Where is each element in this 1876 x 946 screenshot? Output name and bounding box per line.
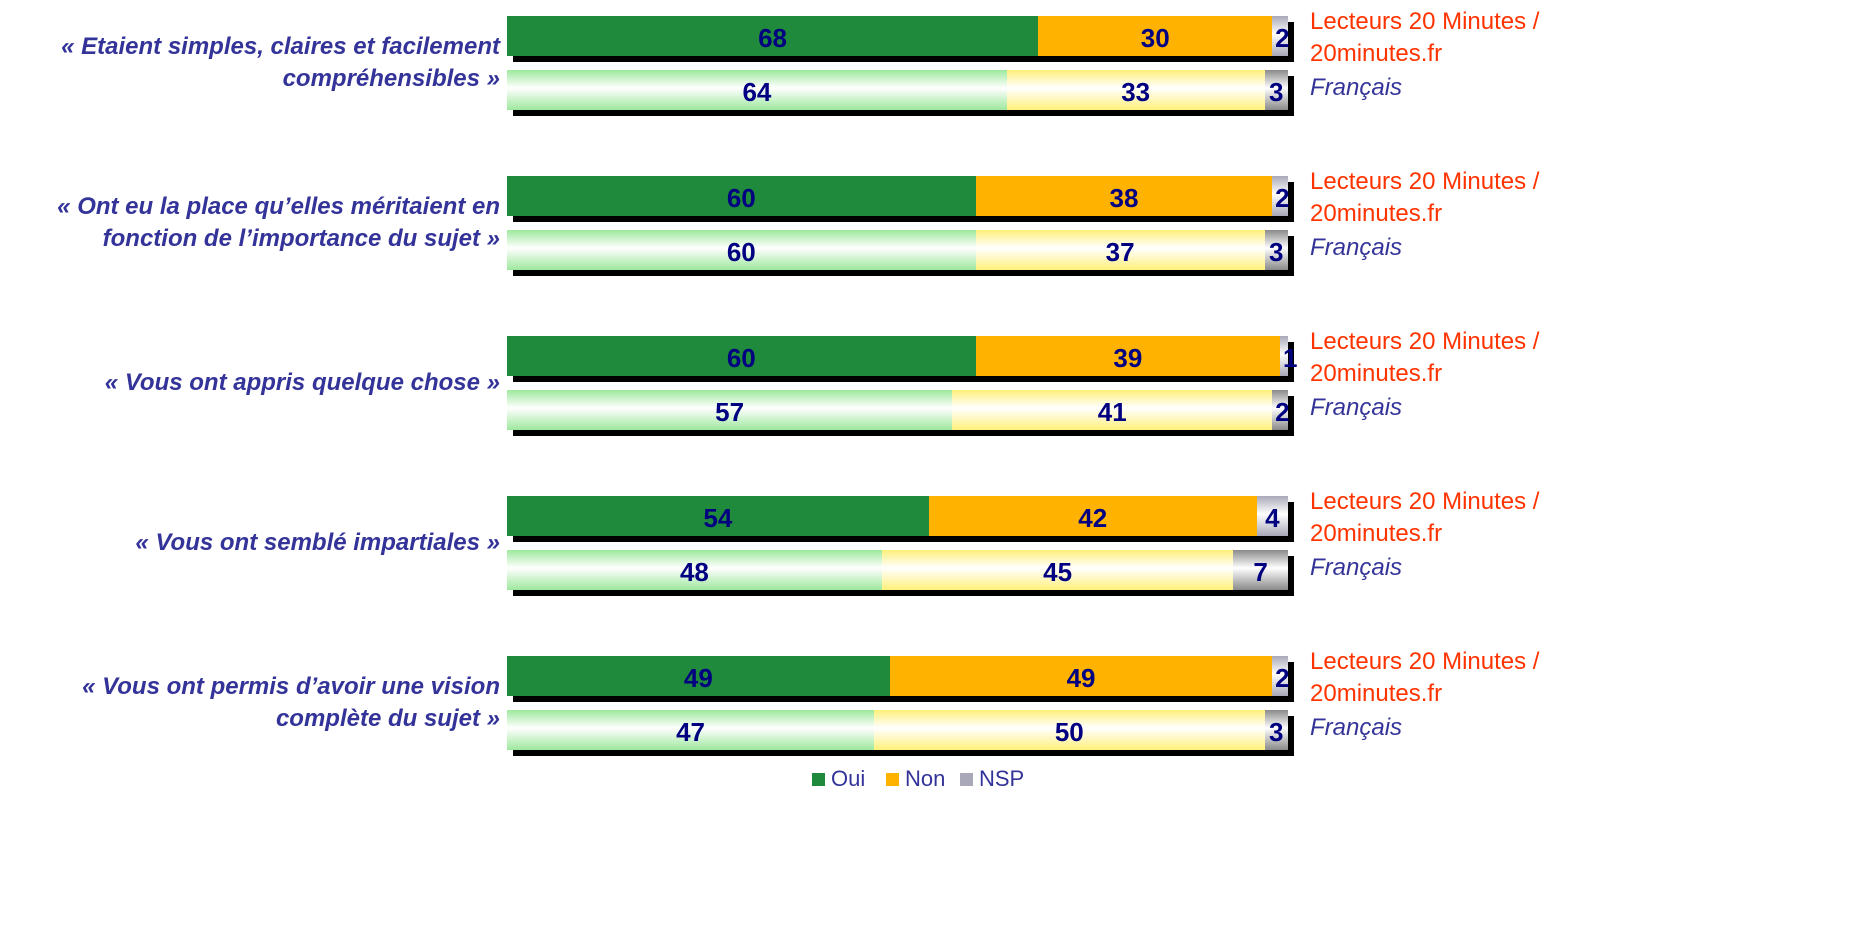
bar-segment bbox=[1264, 70, 1288, 110]
value-label: 7 bbox=[1253, 557, 1268, 587]
value-label: 60 bbox=[726, 343, 756, 373]
bar-segment bbox=[1272, 390, 1288, 430]
bar-segment bbox=[1256, 496, 1288, 536]
bar-segment bbox=[928, 496, 1257, 536]
population-label: Français bbox=[1310, 554, 1403, 581]
value-label: 54 bbox=[703, 503, 733, 533]
population-label: Lecteurs 20 Minutes / 20minutes.fr bbox=[1310, 8, 1540, 67]
value-label: 37 bbox=[1105, 237, 1135, 267]
bar-segment bbox=[1264, 230, 1288, 270]
value-label: 3 bbox=[1269, 237, 1284, 267]
bar-segment bbox=[1038, 16, 1273, 56]
population-label: Français bbox=[1310, 394, 1403, 421]
legend-swatch bbox=[812, 772, 825, 786]
bar-segment bbox=[1272, 16, 1288, 56]
bar-segment bbox=[889, 656, 1273, 696]
population-label: Français bbox=[1310, 234, 1403, 261]
value-label: 38 bbox=[1109, 183, 1139, 213]
bar-segment bbox=[874, 710, 1265, 750]
value-label: 39 bbox=[1113, 343, 1143, 373]
bar-segment bbox=[1272, 176, 1288, 216]
bar-segment bbox=[507, 70, 1007, 110]
legend-label: NSP bbox=[979, 766, 1025, 791]
bar-segment bbox=[1272, 656, 1288, 696]
bar-segment bbox=[975, 176, 1273, 216]
value-label: 64 bbox=[742, 77, 772, 107]
value-label: 42 bbox=[1078, 503, 1108, 533]
value-label: 49 bbox=[683, 663, 713, 693]
value-label: 3 bbox=[1269, 77, 1284, 107]
bar-segment bbox=[881, 550, 1234, 590]
value-label: 60 bbox=[726, 183, 756, 213]
value-label: 57 bbox=[715, 397, 745, 427]
bar-segment bbox=[1233, 550, 1288, 590]
bar-segment bbox=[507, 176, 976, 216]
bar-segment bbox=[975, 230, 1265, 270]
category-label: « Ont eu la place qu’elles méritaient en… bbox=[57, 193, 500, 252]
category-label: « Etaient simples, claires et facilement… bbox=[61, 33, 500, 92]
value-label: 1 bbox=[1282, 343, 1298, 373]
value-label: 2 bbox=[1275, 183, 1290, 213]
bar-segment bbox=[507, 710, 875, 750]
bar-segment bbox=[952, 390, 1273, 430]
bar-segment bbox=[507, 496, 929, 536]
bar-segment bbox=[1264, 710, 1288, 750]
legend-label: Non bbox=[905, 766, 946, 791]
bar-segment bbox=[1280, 336, 1288, 376]
value-label: 2 bbox=[1275, 663, 1290, 693]
value-label: 33 bbox=[1121, 77, 1151, 107]
population-label: Français bbox=[1310, 714, 1403, 741]
category-label: « Vous ont permis d’avoir une vision com… bbox=[82, 673, 500, 732]
value-label: 49 bbox=[1066, 663, 1096, 693]
bar-segment bbox=[507, 230, 976, 270]
population-label: Lecteurs 20 Minutes / 20minutes.fr bbox=[1310, 168, 1540, 227]
category-label: « Vous ont appris quelque chose » bbox=[104, 369, 500, 396]
population-label: Lecteurs 20 Minutes / 20minutes.fr bbox=[1310, 648, 1540, 707]
bar-segment bbox=[507, 16, 1039, 56]
population-label: Lecteurs 20 Minutes / 20minutes.fr bbox=[1310, 488, 1540, 547]
value-label: 30 bbox=[1140, 23, 1170, 53]
value-label: 2 bbox=[1275, 397, 1290, 427]
value-label: 48 bbox=[679, 557, 709, 587]
value-label: 3 bbox=[1269, 717, 1284, 747]
legend-item: Non bbox=[886, 766, 945, 792]
value-label: 41 bbox=[1097, 397, 1127, 427]
bar-segment bbox=[1006, 70, 1265, 110]
bar-segment bbox=[507, 656, 890, 696]
legend-label: Oui bbox=[831, 766, 866, 791]
value-label: 45 bbox=[1043, 557, 1073, 587]
bar-segment bbox=[507, 390, 953, 430]
legend-swatch bbox=[886, 772, 899, 786]
bar-segment bbox=[975, 336, 1281, 376]
legend-item: NSP bbox=[960, 766, 1024, 792]
value-label: 4 bbox=[1265, 503, 1280, 533]
value-label: 60 bbox=[726, 237, 756, 267]
category-label: « Vous ont semblé impartiales » bbox=[135, 529, 500, 556]
population-label: Lecteurs 20 Minutes / 20minutes.fr bbox=[1310, 328, 1540, 387]
legend-item: Oui bbox=[812, 766, 865, 792]
bar-segment bbox=[507, 550, 882, 590]
bar-segment bbox=[507, 336, 976, 376]
value-label: 2 bbox=[1275, 23, 1290, 53]
legend-swatch bbox=[960, 772, 973, 786]
value-label: 68 bbox=[758, 23, 787, 53]
value-label: 47 bbox=[676, 717, 705, 747]
value-label: 50 bbox=[1054, 717, 1084, 747]
population-label: Français bbox=[1310, 74, 1403, 101]
